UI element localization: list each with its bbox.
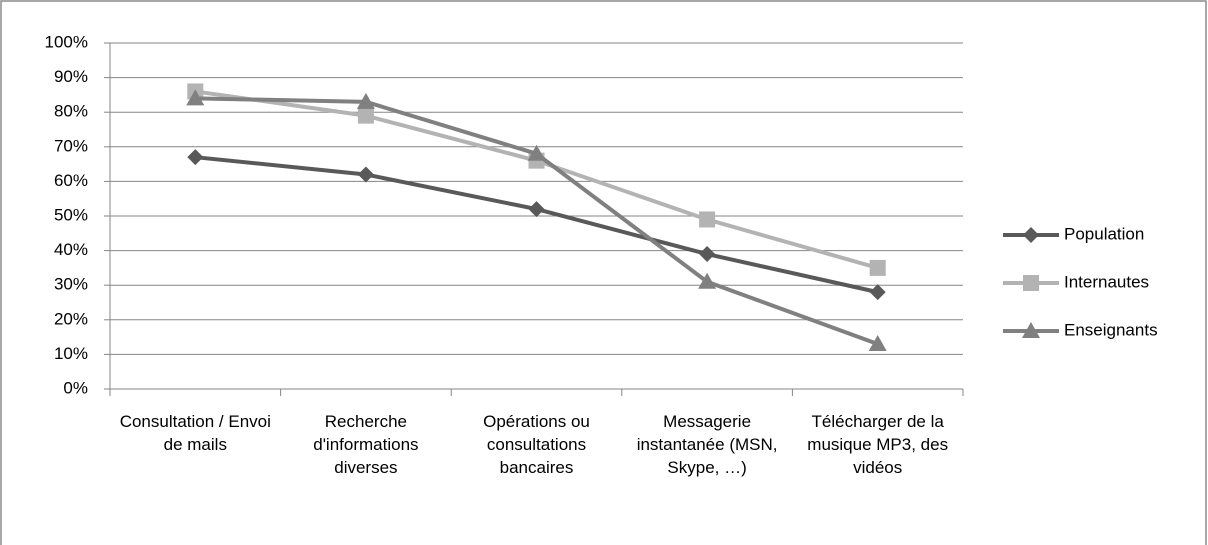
y-tick-label: 30% (54, 275, 88, 294)
point (699, 246, 716, 263)
point (699, 211, 716, 228)
legend-label: Population (1064, 224, 1144, 243)
series-line (195, 96, 879, 346)
series-line (195, 89, 879, 270)
y-tick-label: 90% (54, 67, 88, 86)
x-tick-label: Consultation / Envoi de mails (119, 412, 271, 454)
x-tick-label: Télécharger de la musique MP3, des vidéo… (807, 412, 949, 477)
point (868, 335, 887, 352)
y-tick-label: 70% (54, 136, 88, 155)
legend-marker (1022, 322, 1040, 338)
legend-label: Internautes (1064, 272, 1149, 291)
y-tick-label: 0% (63, 378, 88, 397)
legend-marker (1023, 227, 1039, 243)
y-tick-label: 60% (54, 171, 88, 190)
point (527, 144, 546, 161)
x-tick-label: Opérations ou consultations bancaires (483, 412, 590, 477)
y-tick-label: 40% (54, 240, 88, 259)
point (187, 149, 204, 166)
point (869, 259, 886, 276)
y-tick-label: 100% (45, 32, 88, 51)
y-tick-label: 10% (54, 344, 88, 363)
legend-label: Enseignants (1064, 320, 1158, 339)
x-tick-label: Recherche d'informations diverses (313, 412, 419, 477)
point (357, 107, 374, 124)
point (356, 92, 375, 109)
y-tick-label: 20% (54, 309, 88, 328)
point (698, 272, 717, 289)
point (869, 284, 886, 301)
point (357, 166, 374, 183)
y-tick-label: 50% (54, 205, 88, 224)
y-tick-label: 80% (54, 102, 88, 121)
legend-marker (1023, 275, 1039, 291)
series-line (195, 155, 879, 295)
point (528, 201, 545, 218)
x-tick-label: Messagerie instantanée (MSN, Skype, …) (636, 412, 778, 477)
point (186, 89, 205, 106)
